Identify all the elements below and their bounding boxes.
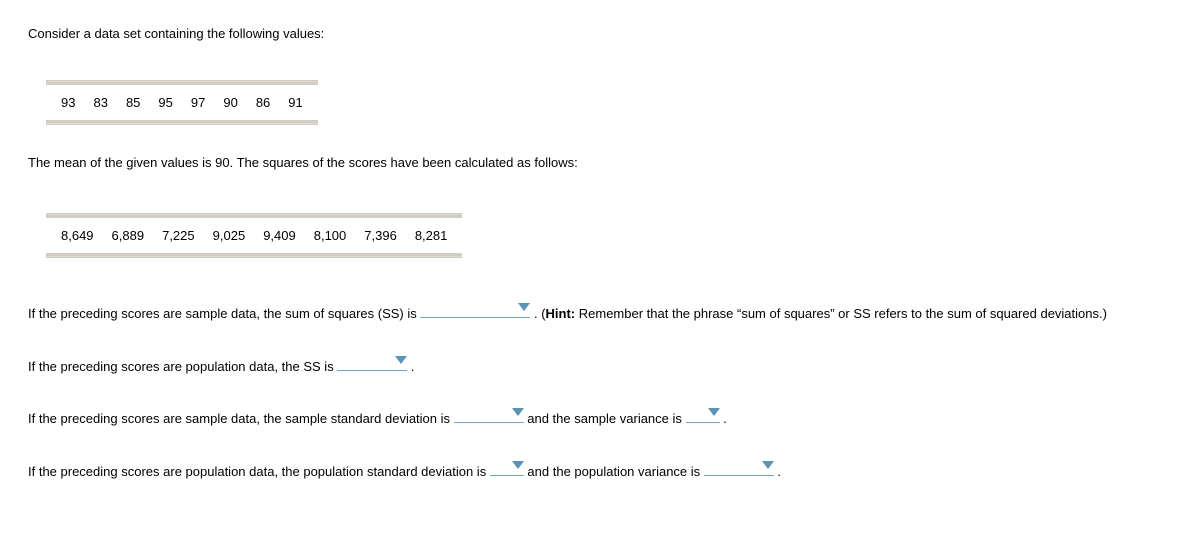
question-1: If the preceding scores are sample data,…: [28, 300, 1172, 329]
value-cell: 90: [214, 93, 246, 113]
square-cell: 9,409: [254, 226, 305, 246]
question-3: If the preceding scores are sample data,…: [28, 405, 1172, 434]
ss-sample-dropdown[interactable]: [420, 302, 530, 318]
value-cell: 95: [149, 93, 181, 113]
table-border-bottom: [46, 122, 318, 125]
value-cell: 97: [182, 93, 214, 113]
value-cell: 85: [117, 93, 149, 113]
sample-sd-dropdown[interactable]: [454, 407, 524, 423]
chevron-down-icon: [518, 303, 530, 311]
question-2: If the preceding scores are population d…: [28, 353, 1172, 382]
square-cell: 9,025: [204, 226, 255, 246]
squares-table: 8,6496,8897,2259,0259,4098,1007,3968,281: [46, 213, 462, 259]
q3-text-a: If the preceding scores are sample data,…: [28, 411, 454, 426]
q3-text-c: .: [720, 411, 727, 426]
population-sd-dropdown[interactable]: [490, 460, 524, 476]
value-cell: 86: [247, 93, 279, 113]
q4-text-a: If the preceding scores are population d…: [28, 464, 490, 479]
sample-variance-dropdown[interactable]: [686, 407, 720, 423]
square-cell: 7,396: [355, 226, 406, 246]
q3-text-b: and the sample variance is: [524, 411, 686, 426]
q4-text-c: .: [774, 464, 781, 479]
square-cell: 8,281: [406, 226, 457, 246]
q1-text-c: Remember that the phrase “sum of squares…: [575, 306, 1107, 321]
chevron-down-icon: [512, 461, 524, 469]
q1-text-b: . (: [530, 306, 545, 321]
chevron-down-icon: [395, 356, 407, 364]
chevron-down-icon: [708, 408, 720, 416]
intro-text: Consider a data set containing the follo…: [28, 24, 1172, 44]
mean-statement: The mean of the given values is 90. The …: [28, 153, 1172, 173]
chevron-down-icon: [512, 408, 524, 416]
value-cell: 93: [52, 93, 84, 113]
values-row: 9383859597908691: [46, 85, 318, 121]
hint-label: Hint:: [546, 306, 576, 321]
q2-text-b: .: [407, 359, 414, 374]
population-variance-dropdown[interactable]: [704, 460, 774, 476]
q4-text-b: and the population variance is: [524, 464, 704, 479]
square-cell: 8,100: [305, 226, 356, 246]
value-cell: 91: [279, 93, 311, 113]
q2-text-a: If the preceding scores are population d…: [28, 359, 337, 374]
q1-text-a: If the preceding scores are sample data,…: [28, 306, 420, 321]
table-border-bottom: [46, 255, 462, 258]
square-cell: 7,225: [153, 226, 204, 246]
question-4: If the preceding scores are population d…: [28, 458, 1172, 487]
square-cell: 8,649: [52, 226, 103, 246]
ss-population-dropdown[interactable]: [337, 355, 407, 371]
squares-row: 8,6496,8897,2259,0259,4098,1007,3968,281: [46, 218, 462, 254]
values-table: 9383859597908691: [46, 80, 318, 126]
chevron-down-icon: [762, 461, 774, 469]
value-cell: 83: [84, 93, 116, 113]
square-cell: 6,889: [103, 226, 154, 246]
